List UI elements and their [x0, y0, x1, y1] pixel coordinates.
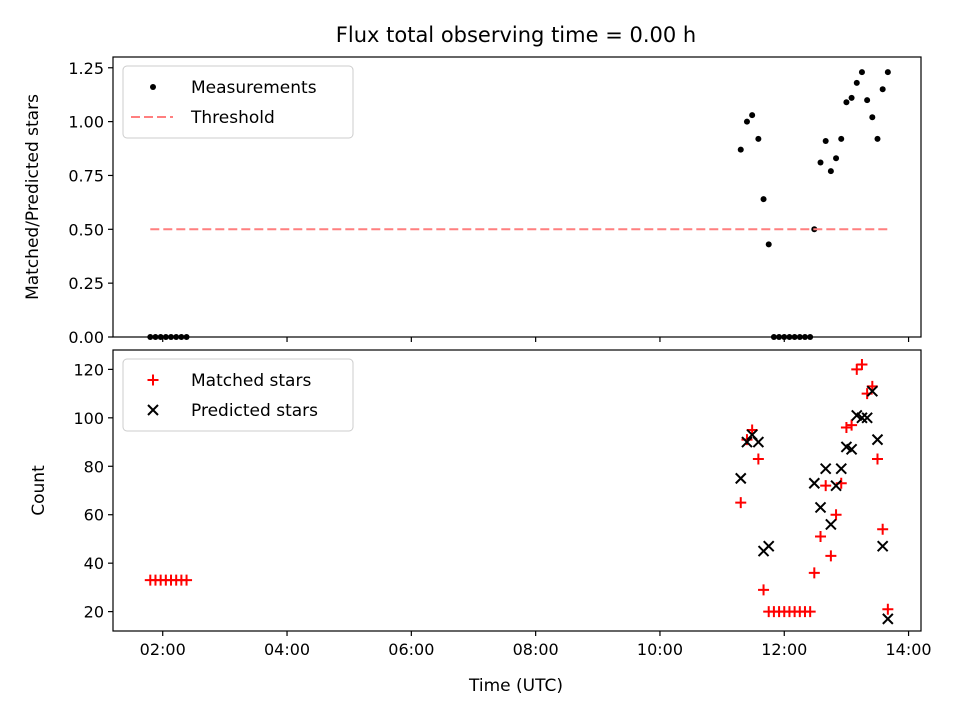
x-tick-label: 10:00 [637, 640, 683, 659]
y-axis-label: Count [29, 465, 49, 516]
data-point [882, 603, 894, 615]
data-point [820, 480, 832, 492]
legend-label: Predicted stars [191, 401, 318, 421]
legend: Measurements Threshold [122, 65, 354, 139]
legend-box [122, 358, 354, 432]
data-point [869, 114, 876, 121]
count-panel: 02:00 04:00 06:00 08:00 10:00 12:00 14:00 20 40 6… [29, 349, 932, 659]
plot-frame [112, 56, 922, 338]
data-point [845, 443, 858, 456]
data-point [765, 241, 772, 248]
data-point [833, 155, 840, 162]
data-point [804, 606, 816, 618]
y-tick-label: 1.25 [68, 59, 104, 78]
data-point [752, 436, 765, 448]
data-point [749, 112, 756, 119]
data-point [871, 453, 883, 465]
data-point [853, 79, 860, 86]
data-point [876, 540, 889, 552]
data-point [830, 509, 842, 521]
y-tick-label: 0.25 [68, 274, 104, 293]
y-tick-label: 100 [73, 409, 104, 428]
legend-label: Threshold [190, 108, 275, 128]
ratio-panel: 0.00 0.25 0.50 0.75 1.00 1.25 Matched/Predicte… [23, 56, 922, 347]
data-point [877, 523, 889, 535]
x-tick-label: 04:00 [264, 640, 310, 659]
x-tick-label: 12:00 [761, 640, 807, 659]
data-point [838, 135, 845, 142]
data-point [755, 135, 762, 142]
y-tick-label: 0.75 [68, 166, 104, 185]
chart-title: Flux total observing time = 0.00 h [336, 23, 696, 47]
x-tick-label: 02:00 [140, 640, 186, 659]
data-point [843, 99, 850, 106]
legend-marker [147, 374, 159, 386]
y-tick-label: 0.00 [68, 328, 104, 347]
legend-label: Matched stars [191, 371, 311, 391]
y-axis-label: Matched/Predicted stars [23, 94, 43, 300]
legend-label: Measurements [191, 78, 317, 98]
data-point [808, 477, 821, 489]
y-tick-label: 60 [84, 506, 104, 525]
data-point [846, 419, 858, 431]
plot-frame [112, 349, 922, 632]
data-point [758, 584, 770, 596]
data-point [858, 69, 865, 76]
data-point [827, 168, 834, 175]
data-point [752, 453, 764, 465]
data-point [871, 433, 884, 446]
y-tick-label: 40 [84, 554, 104, 573]
data-point [735, 472, 747, 485]
y-tick-label: 20 [84, 603, 104, 622]
data-point [879, 86, 886, 93]
data-point [884, 69, 891, 76]
data-point [737, 146, 744, 153]
legend-box [122, 65, 354, 139]
legend-marker [150, 84, 156, 90]
legend-marker [147, 404, 159, 416]
data-point [840, 422, 852, 434]
x-tick-label: 08:00 [513, 640, 559, 659]
data-point [856, 412, 868, 424]
data-point [735, 497, 747, 509]
series-predicted-stars [735, 385, 894, 625]
y-tick-label: 120 [73, 360, 104, 379]
data-point [825, 518, 837, 531]
x-tick-label: 14:00 [886, 640, 932, 659]
x-axis-label: Time (UTC) [468, 676, 563, 696]
data-point [814, 501, 827, 514]
data-point [181, 574, 193, 586]
data-point [808, 567, 820, 579]
data-point [815, 531, 827, 543]
data-point [848, 94, 855, 101]
data-point [741, 436, 753, 448]
data-point [835, 462, 847, 475]
data-point [856, 359, 868, 371]
data-point [743, 118, 750, 125]
data-point [851, 363, 863, 375]
data-point [817, 159, 824, 166]
data-point [861, 412, 873, 424]
series-measurements [147, 69, 891, 340]
data-point [882, 613, 894, 625]
y-tick-label: 80 [84, 457, 104, 476]
legend: Matched stars Predicted stars [122, 358, 354, 432]
data-point [864, 97, 871, 104]
x-tick-label: 06:00 [388, 640, 434, 659]
data-point [819, 462, 832, 475]
data-point [874, 135, 881, 142]
data-point [866, 385, 879, 397]
data-point [825, 550, 837, 562]
data-point [830, 479, 842, 492]
data-point [822, 138, 829, 144]
data-point [763, 540, 775, 552]
data-point [760, 196, 767, 203]
y-tick-label: 1.00 [68, 113, 104, 132]
y-tick-label: 0.50 [68, 220, 104, 239]
